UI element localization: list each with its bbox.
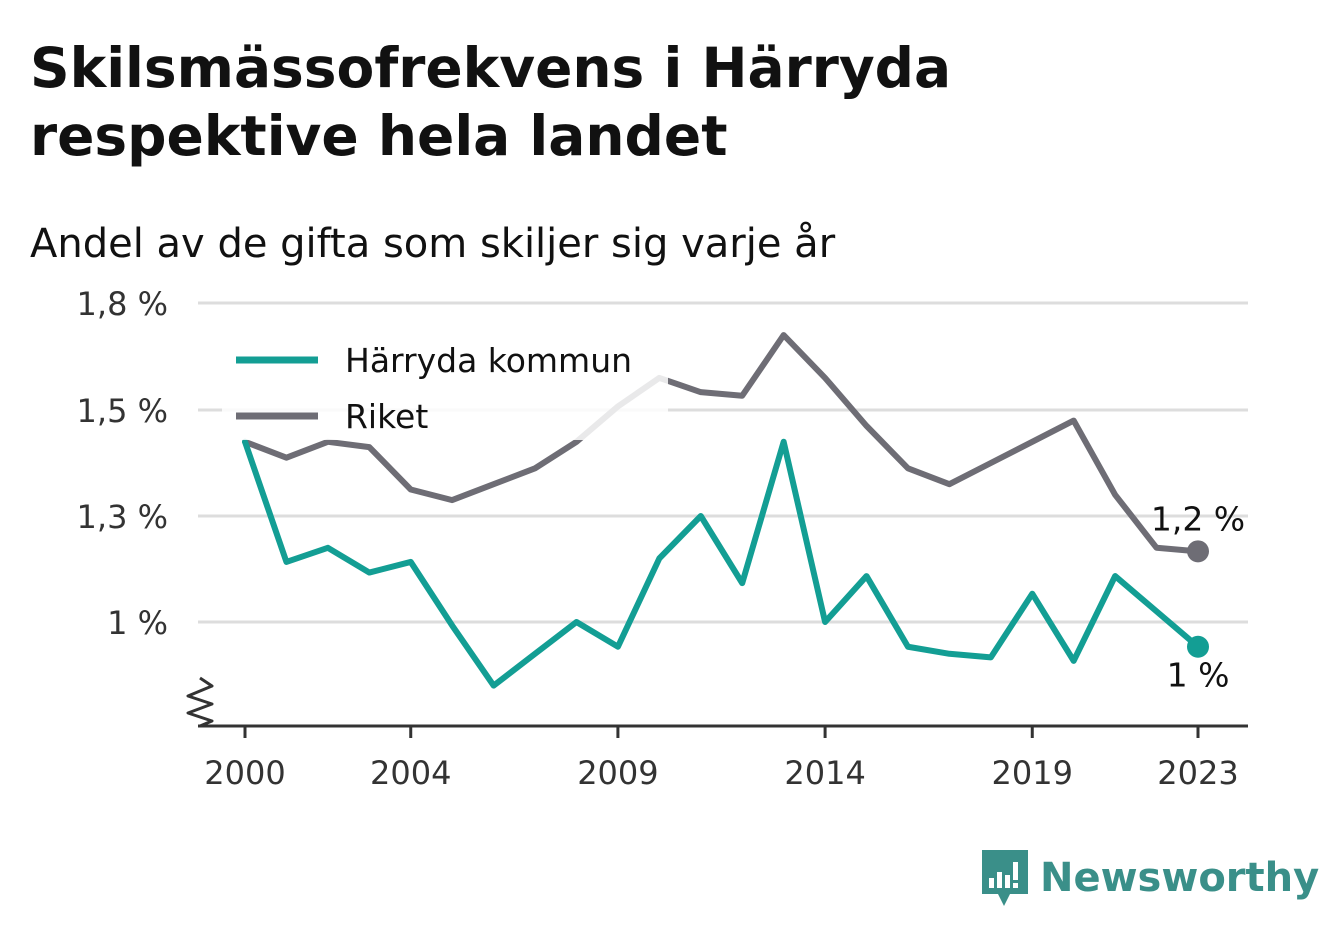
newsworthy-logo: Newsworthy xyxy=(980,846,1319,910)
x-tick-label: 2023 xyxy=(1157,754,1238,792)
series-line-härryda-kommun xyxy=(242,438,1201,689)
y-tick-label: 1 % xyxy=(107,604,168,642)
end-point-marker xyxy=(1187,635,1209,658)
end-labels: 1 % 1,2 % xyxy=(1151,499,1245,694)
x-tick-label: 2004 xyxy=(370,754,451,792)
chart-title: Skilsmässofrekvens i Härryda respektive … xyxy=(30,36,952,168)
x-tick-label: 2019 xyxy=(992,754,1073,792)
end-point-marker xyxy=(1187,540,1209,563)
y-tick-label: 1,3 % xyxy=(77,498,168,536)
legend-label: Härryda kommun xyxy=(345,341,632,380)
end-value-label: 1 % xyxy=(1167,656,1230,695)
legend: Härryda kommun Riket xyxy=(222,328,668,440)
y-tick-label: 1,5 % xyxy=(77,392,168,430)
legend-label: Riket xyxy=(345,397,428,436)
axis-break-icon xyxy=(186,676,214,728)
x-axis-ticks: 2000 2004 2009 2014 2019 2023 xyxy=(204,726,1239,792)
bar-chart-speech-bubble-icon xyxy=(982,850,1028,906)
x-axis xyxy=(186,676,1248,728)
chart-subtitle: Andel av de gifta som skiljer sig varje … xyxy=(30,221,836,267)
x-tick-label: 2000 xyxy=(204,754,285,792)
brand-name: Newsworthy xyxy=(1040,855,1320,901)
x-tick-label: 2014 xyxy=(784,754,865,792)
series-lines xyxy=(242,332,1201,689)
x-tick-label: 2009 xyxy=(577,754,658,792)
y-axis-ticks: 1,8 % 1,5 % 1,3 % 1 % xyxy=(77,285,168,642)
series-line-riket xyxy=(242,332,1201,555)
y-tick-label: 1,8 % xyxy=(77,285,168,323)
legend-background xyxy=(222,328,668,440)
end-value-label: 1,2 % xyxy=(1151,499,1245,538)
